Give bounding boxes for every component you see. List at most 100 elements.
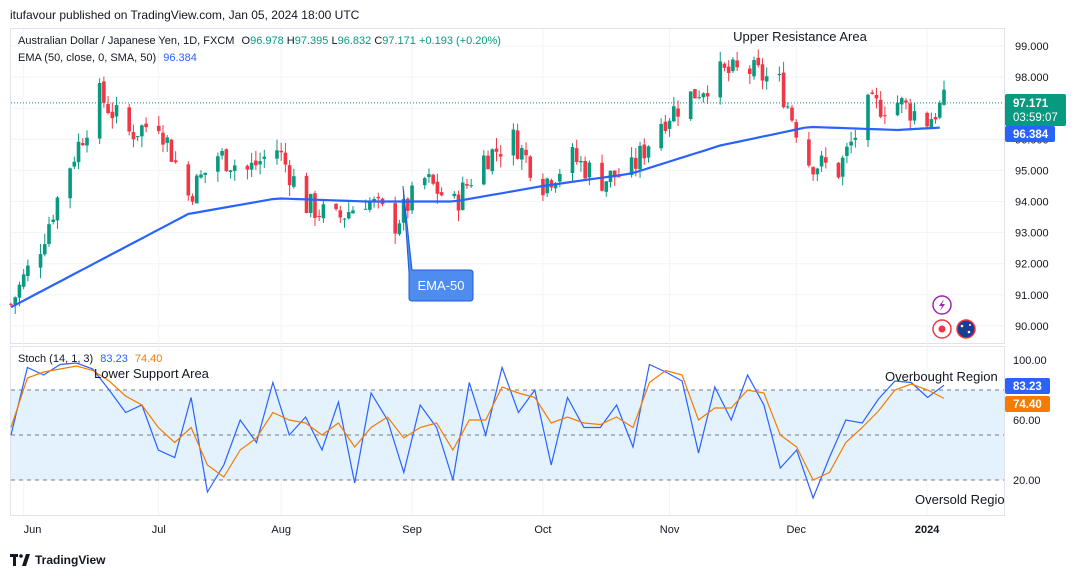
symbol-name: Australian Dollar / Japanese Yen, 1D, FX… [18,35,235,47]
candle [216,152,220,182]
candle [97,78,102,144]
candle [853,129,858,148]
candle [186,161,191,201]
stoch-panel[interactable] [10,346,1005,516]
candle [731,57,735,74]
candle [460,176,465,211]
event-dot-icon[interactable] [932,319,952,339]
candle [642,138,647,165]
candle [308,193,313,218]
ema-callout[interactable]: EMA-50 [402,185,474,302]
candle [528,155,533,182]
candle [895,95,900,117]
candle [494,138,499,162]
tradingview-logo-icon [10,554,30,566]
candle [583,156,587,181]
candle [68,167,72,209]
lightning-icon[interactable] [932,295,952,315]
candle [722,62,727,72]
australia-flag-icon[interactable] [956,319,976,339]
ema-legend-value: 96.384 [163,52,197,64]
candle [608,170,613,188]
candle [203,172,207,184]
price-panel[interactable] [10,28,1005,344]
candle [874,87,879,109]
price-tick-label: 93.000 [1015,228,1049,240]
candle [452,191,457,199]
stoch-legend-label: Stoch (14, 1, 3) [18,353,94,365]
candle [55,195,60,229]
price-tick-label: 99.000 [1015,41,1049,53]
candle [127,103,132,136]
candle [368,197,372,213]
ema-legend: EMA (50, close, 0, SMA, 50) 96.384 [18,52,197,64]
candle [735,51,739,72]
candle [110,102,115,129]
candle [840,155,845,186]
candle [659,118,663,151]
candle [393,196,397,245]
candle [486,150,490,170]
tradingview-footer[interactable]: TradingView [10,553,105,567]
open-value: 96.978 [250,35,284,47]
time-axis: Jun Jul Aug Sep Oct Nov Dec 2024 [24,524,941,536]
candle [579,155,583,172]
stoch-d-tag-value: 74.40 [1013,399,1042,411]
publish-header: itufavour published on TradingView.com, … [10,8,360,22]
candle [313,190,317,226]
tradingview-brand: TradingView [35,553,106,567]
candle [334,203,338,211]
candle [342,218,347,228]
candle [764,67,769,90]
candle [47,216,51,247]
price-tick-label: 92.000 [1015,259,1049,271]
candle [524,142,528,163]
candle [604,181,609,197]
candle [169,138,174,163]
open-label: O [241,35,251,47]
candle [224,148,229,172]
candle [220,148,224,160]
candle [80,138,85,147]
candle [545,177,549,198]
candle [600,154,604,192]
high-label: H [286,35,295,47]
candle [161,125,165,153]
price-tick-label: 95.000 [1015,165,1049,177]
candle [878,91,883,119]
candle [498,145,503,168]
candle [228,169,233,179]
candle [676,100,680,127]
candle [21,268,26,290]
ema-line [10,125,940,309]
candle [836,162,841,179]
close-label: C [374,35,383,47]
candle [165,134,170,152]
candle [292,168,296,189]
candle [726,60,731,82]
candle [899,96,904,114]
candle [937,100,942,120]
candle [85,130,89,153]
candle [262,149,267,168]
time-tick-label: Jun [24,524,42,536]
candle [638,141,642,178]
stoch-d-line [10,365,945,481]
candle [410,181,414,215]
candle [439,187,444,197]
candle [245,164,250,180]
candle [781,61,786,109]
candle [807,131,811,168]
lower-support-label: Lower Support Area [94,366,210,381]
last-price-value: 97.171 [1013,98,1049,110]
candle [925,111,929,129]
candle [140,124,144,148]
stoch-axis: 100.00 60.00 20.00 [1013,355,1047,487]
candle [258,152,262,175]
candle [351,206,355,214]
candle [790,104,794,123]
candle [904,98,908,110]
stoch-d-tag: 74.40 [1005,396,1050,412]
candle [317,209,321,222]
